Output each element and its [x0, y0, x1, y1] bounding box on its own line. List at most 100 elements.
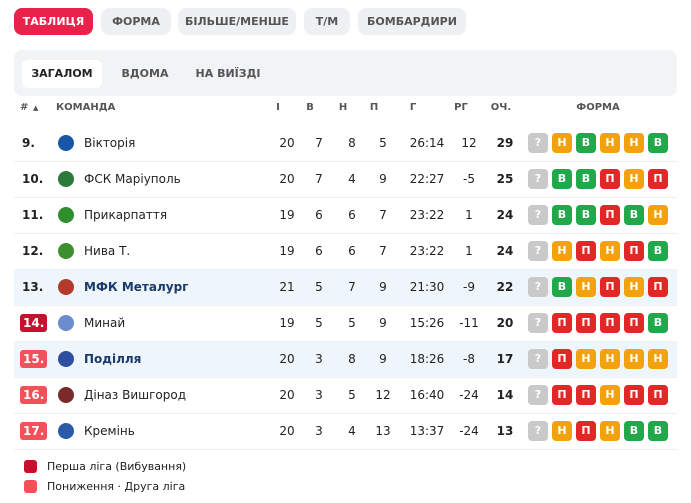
stat-p: 20	[279, 352, 295, 366]
stat-d: 4	[348, 172, 356, 186]
column-header[interactable]: Г	[409, 102, 417, 113]
position: 10.	[22, 172, 44, 186]
subtab[interactable]: ЗАГАЛОМ	[22, 60, 102, 88]
stat-pts: 25	[496, 172, 514, 186]
stat-gd: -5	[463, 172, 475, 186]
position: 12.	[22, 244, 44, 258]
stat-l: 7	[379, 208, 387, 222]
tab[interactable]: БІЛЬШЕ/МЕНШЕ	[178, 8, 296, 35]
team-logo	[58, 171, 74, 187]
form-result: Н	[552, 241, 572, 261]
form-result: В	[624, 421, 644, 441]
column-header[interactable]: В	[306, 102, 314, 113]
stat-gd: -24	[459, 388, 479, 402]
subtab[interactable]: ВДОМА	[121, 67, 169, 80]
tab[interactable]: ТАБЛИЦЯ	[14, 8, 93, 35]
position: 11.	[22, 208, 44, 222]
form-result: В	[648, 241, 668, 261]
stat-d: 6	[348, 244, 356, 258]
table-row[interactable]: 15. Поділля 20 3 8 9 18:26 -8 17? П Н Н Н Н	[14, 341, 677, 378]
stat-w: 3	[315, 352, 323, 366]
stat-gd: 1	[465, 208, 473, 222]
form-result: ?	[528, 421, 548, 441]
stat-p: 19	[279, 244, 295, 258]
form-result: В	[648, 313, 668, 333]
column-header[interactable]: І	[276, 102, 280, 113]
column-header[interactable]: КОМАНДА	[56, 102, 116, 113]
form-result: Н	[600, 241, 620, 261]
table-row[interactable]: 10. ФСК Маріуполь 20 7 4 9 22:27 -5 25? В В П Н П	[14, 161, 677, 198]
form-result: Н	[552, 421, 572, 441]
stat-pts: 24	[496, 208, 514, 222]
stat-d: 7	[348, 280, 356, 294]
team-name[interactable]: МФК Металург	[84, 280, 189, 294]
position: 17.	[20, 422, 48, 440]
column-header[interactable]: П	[369, 102, 379, 113]
form-result: Н	[600, 421, 620, 441]
form-result: ?	[528, 241, 548, 261]
form-result: ?	[528, 277, 548, 297]
team-name[interactable]: Кремінь	[84, 424, 135, 438]
table-row[interactable]: 14. Минай 19 5 5 9 15:26 -11 20? П П П П В	[14, 305, 677, 342]
stat-gd: -9	[463, 280, 475, 294]
column-header[interactable]: #	[20, 102, 29, 113]
team-name[interactable]: Нива Т.	[84, 244, 131, 258]
form-result: П	[576, 313, 596, 333]
form-result: Н	[600, 349, 620, 369]
table-row[interactable]: 13. МФК Металург 21 5 7 9 21:30 -9 22? В Н П Н П	[14, 269, 677, 306]
column-header[interactable]: ОЧ.	[490, 102, 512, 113]
form-result: В	[648, 133, 668, 153]
stat-gd: 12	[461, 136, 477, 150]
panel	[14, 50, 677, 96]
team-name[interactable]: Поділля	[84, 352, 142, 366]
team-name[interactable]: Минай	[84, 316, 126, 330]
stat-pts: 14	[496, 388, 514, 402]
team-name[interactable]: Прикарпаття	[84, 208, 168, 222]
team-logo	[58, 279, 74, 295]
form-result: В	[552, 169, 572, 189]
stat-d: 5	[348, 388, 356, 402]
legend-swatch	[24, 460, 37, 473]
form-result: В	[576, 169, 596, 189]
form-result: Н	[648, 205, 668, 225]
table-row[interactable]: 17. Кремінь 20 3 4 13 13:37 -24 13? Н П Н В В	[14, 413, 677, 450]
form-result: В	[576, 205, 596, 225]
team-logo	[58, 135, 74, 151]
form-result: П	[600, 205, 620, 225]
subtab[interactable]: НА ВИЇЗДІ	[195, 67, 261, 80]
legend-swatch	[24, 480, 37, 493]
position: 13.	[22, 280, 44, 294]
form-result: П	[624, 385, 644, 405]
team-name[interactable]: ФСК Маріуполь	[84, 172, 181, 186]
sort-icon: ▲	[33, 104, 39, 112]
stat-p: 20	[279, 136, 295, 150]
stat-l: 9	[379, 316, 387, 330]
tab[interactable]: БОМБАРДИРИ	[358, 8, 466, 35]
form-result: П	[648, 385, 668, 405]
stat-pts: 22	[496, 280, 514, 294]
table-row[interactable]: 12. Нива Т. 19 6 6 7 23:22 1 24? Н П Н П В	[14, 233, 677, 270]
position: 14.	[20, 314, 48, 332]
stat-pts: 17	[496, 352, 514, 366]
table-row[interactable]: 9. Вікторія 20 7 8 5 26:14 12 29? Н В Н Н В	[14, 125, 677, 162]
form-result: Н	[600, 385, 620, 405]
stat-goals: 21:30	[409, 280, 445, 294]
form-result: П	[624, 313, 644, 333]
column-header[interactable]: РГ	[454, 102, 468, 113]
team-logo	[58, 315, 74, 331]
table-row[interactable]: 16. Діназ Вишгород 20 3 5 12 16:40 -24 14? П П Н П П	[14, 377, 677, 414]
column-header[interactable]: Н	[338, 102, 348, 113]
stat-w: 6	[315, 244, 323, 258]
team-name[interactable]: Діназ Вишгород	[84, 388, 187, 402]
stat-pts: 29	[496, 136, 514, 150]
table-row[interactable]: 11. Прикарпаття 19 6 6 7 23:22 1 24? В В П В Н	[14, 197, 677, 234]
stat-gd: 1	[465, 244, 473, 258]
tab[interactable]: Т/М	[304, 8, 350, 35]
stat-w: 3	[315, 388, 323, 402]
form-result: ?	[528, 349, 548, 369]
team-name[interactable]: Вікторія	[84, 136, 136, 150]
form-result: П	[600, 169, 620, 189]
stat-d: 5	[348, 316, 356, 330]
legend-label: Пониження · Друга ліга	[47, 480, 186, 493]
tab[interactable]: ФОРМА	[101, 8, 171, 35]
